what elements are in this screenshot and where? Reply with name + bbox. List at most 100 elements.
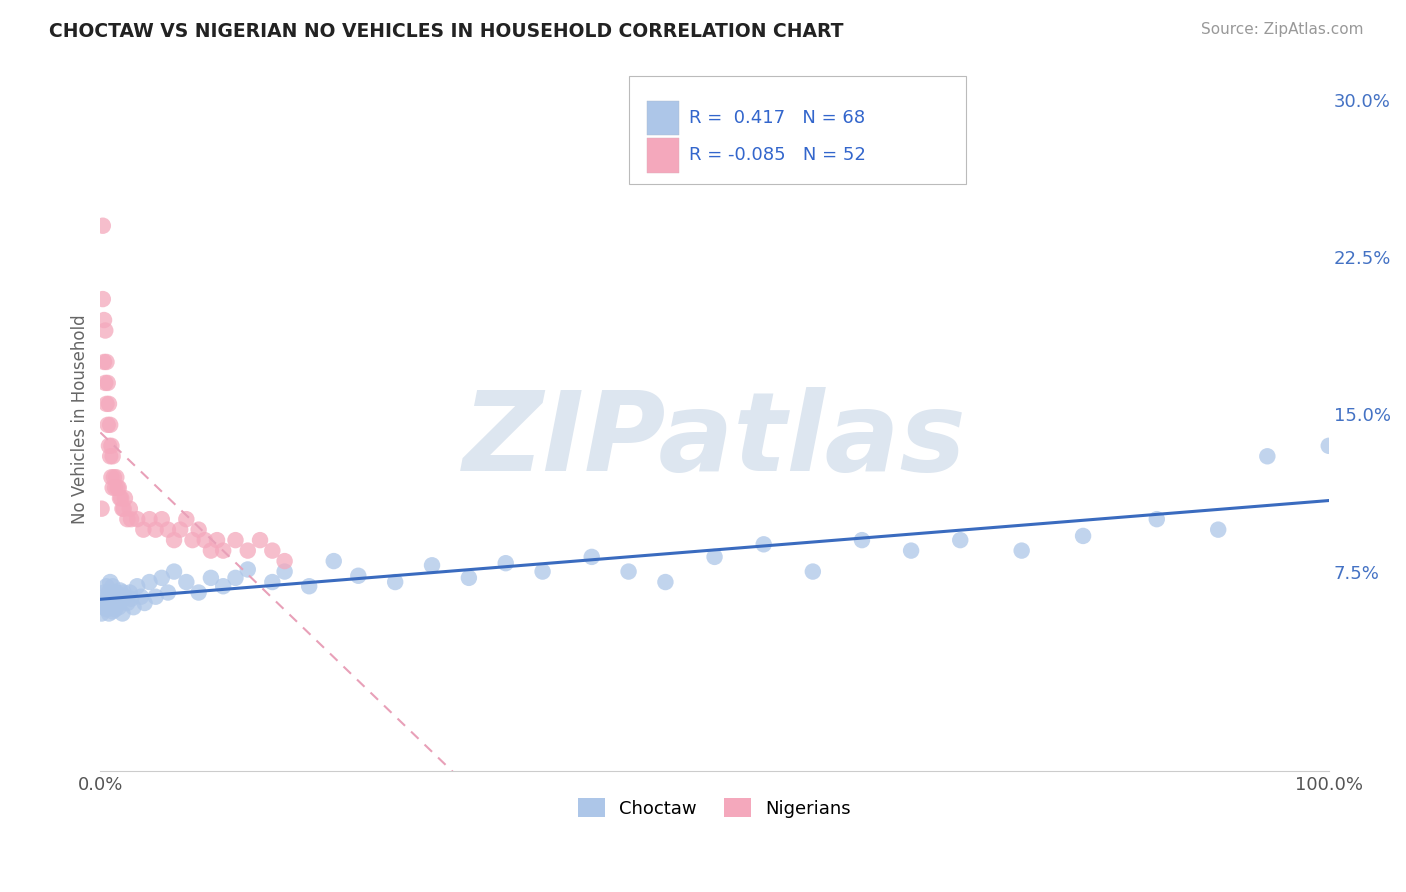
Point — [98, 450, 121, 464]
Point — [617, 565, 640, 579]
FancyBboxPatch shape — [647, 101, 679, 135]
Point — [322, 554, 344, 568]
Point — [145, 590, 167, 604]
Point — [100, 470, 122, 484]
Point — [851, 533, 873, 548]
Point — [91, 292, 114, 306]
Point — [101, 604, 124, 618]
Point — [134, 596, 156, 610]
Point — [236, 562, 259, 576]
Point — [127, 579, 149, 593]
Point — [93, 313, 115, 327]
Point — [114, 590, 136, 604]
Point — [129, 590, 152, 604]
Point — [205, 533, 228, 548]
Point — [94, 376, 117, 390]
Point — [163, 533, 186, 548]
Point — [654, 575, 676, 590]
Point — [457, 571, 479, 585]
Point — [181, 533, 204, 548]
Point — [110, 491, 132, 506]
Point — [117, 596, 139, 610]
Text: ZIPatlas: ZIPatlas — [463, 387, 966, 494]
Point — [117, 512, 139, 526]
Point — [120, 591, 142, 606]
Point — [194, 533, 217, 548]
Point — [111, 607, 134, 621]
Point — [96, 602, 118, 616]
Point — [94, 591, 117, 606]
Point — [1317, 439, 1340, 453]
Point — [112, 585, 135, 599]
Text: CHOCTAW VS NIGERIAN NO VEHICLES IN HOUSEHOLD CORRELATION CHART: CHOCTAW VS NIGERIAN NO VEHICLES IN HOUSE… — [49, 22, 844, 41]
Point — [1206, 523, 1229, 537]
Point — [90, 607, 112, 621]
Point — [93, 585, 115, 599]
Point — [145, 523, 167, 537]
Point — [150, 571, 173, 585]
Point — [249, 533, 271, 548]
Point — [176, 512, 198, 526]
Point — [120, 512, 142, 526]
Point — [236, 543, 259, 558]
Point — [200, 571, 222, 585]
Point — [949, 533, 972, 548]
Point — [114, 491, 136, 506]
Point — [273, 565, 295, 579]
Point — [801, 565, 824, 579]
Point — [273, 554, 295, 568]
Point — [98, 575, 121, 590]
Point — [91, 219, 114, 233]
Point — [105, 585, 128, 599]
Point — [101, 481, 124, 495]
Point — [224, 533, 246, 548]
Point — [96, 579, 118, 593]
Point — [1256, 450, 1278, 464]
Point — [105, 470, 128, 484]
Point — [110, 594, 132, 608]
Point — [900, 543, 922, 558]
Y-axis label: No Vehicles in Household: No Vehicles in Household — [72, 315, 89, 524]
Point — [112, 501, 135, 516]
Point — [212, 579, 235, 593]
Point — [107, 596, 129, 610]
Point — [97, 585, 120, 599]
Point — [1071, 529, 1094, 543]
Point — [703, 549, 725, 564]
Point — [169, 523, 191, 537]
Point — [495, 556, 517, 570]
Point — [122, 600, 145, 615]
Point — [96, 355, 118, 369]
Point — [98, 600, 121, 615]
Point — [107, 600, 129, 615]
Point — [97, 376, 120, 390]
Point — [103, 470, 125, 484]
FancyBboxPatch shape — [628, 76, 966, 185]
Point — [98, 417, 121, 432]
Point — [224, 571, 246, 585]
Point — [97, 439, 120, 453]
Point — [200, 543, 222, 558]
Point — [1146, 512, 1168, 526]
Point — [91, 596, 114, 610]
Point — [100, 439, 122, 453]
Point — [103, 590, 125, 604]
Point — [118, 501, 141, 516]
Text: R = -0.085   N = 52: R = -0.085 N = 52 — [689, 146, 866, 164]
Point — [107, 481, 129, 495]
Point — [347, 568, 370, 582]
Point — [97, 596, 120, 610]
Point — [384, 575, 406, 590]
Point — [101, 579, 124, 593]
Point — [156, 523, 179, 537]
Point — [104, 602, 127, 616]
Text: Source: ZipAtlas.com: Source: ZipAtlas.com — [1201, 22, 1364, 37]
Point — [187, 585, 209, 599]
Point — [108, 491, 131, 506]
Point — [111, 501, 134, 516]
Text: R =  0.417   N = 68: R = 0.417 N = 68 — [689, 109, 865, 127]
Point — [262, 575, 284, 590]
Point — [104, 481, 127, 495]
Point — [100, 591, 122, 606]
Point — [94, 324, 117, 338]
